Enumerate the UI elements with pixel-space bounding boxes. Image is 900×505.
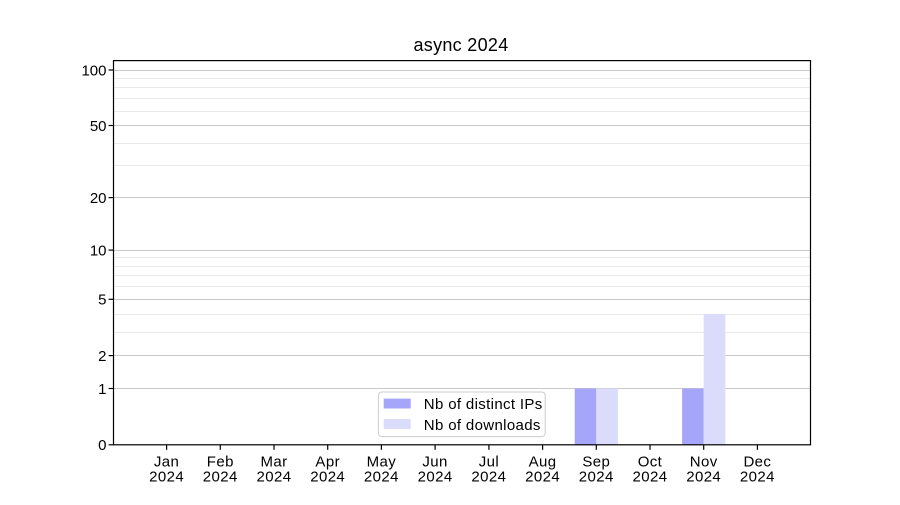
svg-text:Nb of downloads: Nb of downloads xyxy=(424,417,541,434)
svg-text:5: 5 xyxy=(98,292,106,309)
svg-text:2024: 2024 xyxy=(740,469,775,486)
svg-text:2024: 2024 xyxy=(579,469,614,486)
svg-text:Jul: Jul xyxy=(479,453,499,470)
svg-text:100: 100 xyxy=(81,62,106,79)
svg-text:2024: 2024 xyxy=(149,469,184,486)
svg-text:0: 0 xyxy=(98,437,106,454)
svg-text:Oct: Oct xyxy=(638,453,663,470)
svg-text:Dec: Dec xyxy=(743,453,771,470)
svg-text:Aug: Aug xyxy=(529,453,557,470)
svg-text:50: 50 xyxy=(90,118,107,135)
svg-text:2: 2 xyxy=(98,348,106,365)
svg-text:2024: 2024 xyxy=(525,469,560,486)
svg-text:2024: 2024 xyxy=(257,469,292,486)
svg-text:2024: 2024 xyxy=(686,469,721,486)
svg-text:2024: 2024 xyxy=(418,469,453,486)
svg-text:async 2024: async 2024 xyxy=(413,35,508,55)
svg-text:Apr: Apr xyxy=(315,453,340,470)
svg-text:Jan: Jan xyxy=(154,453,179,470)
svg-text:2024: 2024 xyxy=(364,469,399,486)
svg-text:Mar: Mar xyxy=(260,453,287,470)
svg-text:10: 10 xyxy=(90,243,107,260)
svg-text:2024: 2024 xyxy=(310,469,345,486)
svg-text:Jun: Jun xyxy=(422,453,447,470)
svg-text:2024: 2024 xyxy=(633,469,668,486)
svg-text:Nov: Nov xyxy=(690,453,718,470)
svg-text:2024: 2024 xyxy=(471,469,506,486)
svg-text:Nb of distinct IPs: Nb of distinct IPs xyxy=(424,396,543,413)
svg-text:1: 1 xyxy=(98,381,106,398)
svg-text:Feb: Feb xyxy=(207,453,234,470)
svg-text:May: May xyxy=(367,453,397,470)
svg-text:20: 20 xyxy=(90,190,107,207)
svg-text:Sep: Sep xyxy=(582,453,610,470)
svg-text:2024: 2024 xyxy=(203,469,238,486)
